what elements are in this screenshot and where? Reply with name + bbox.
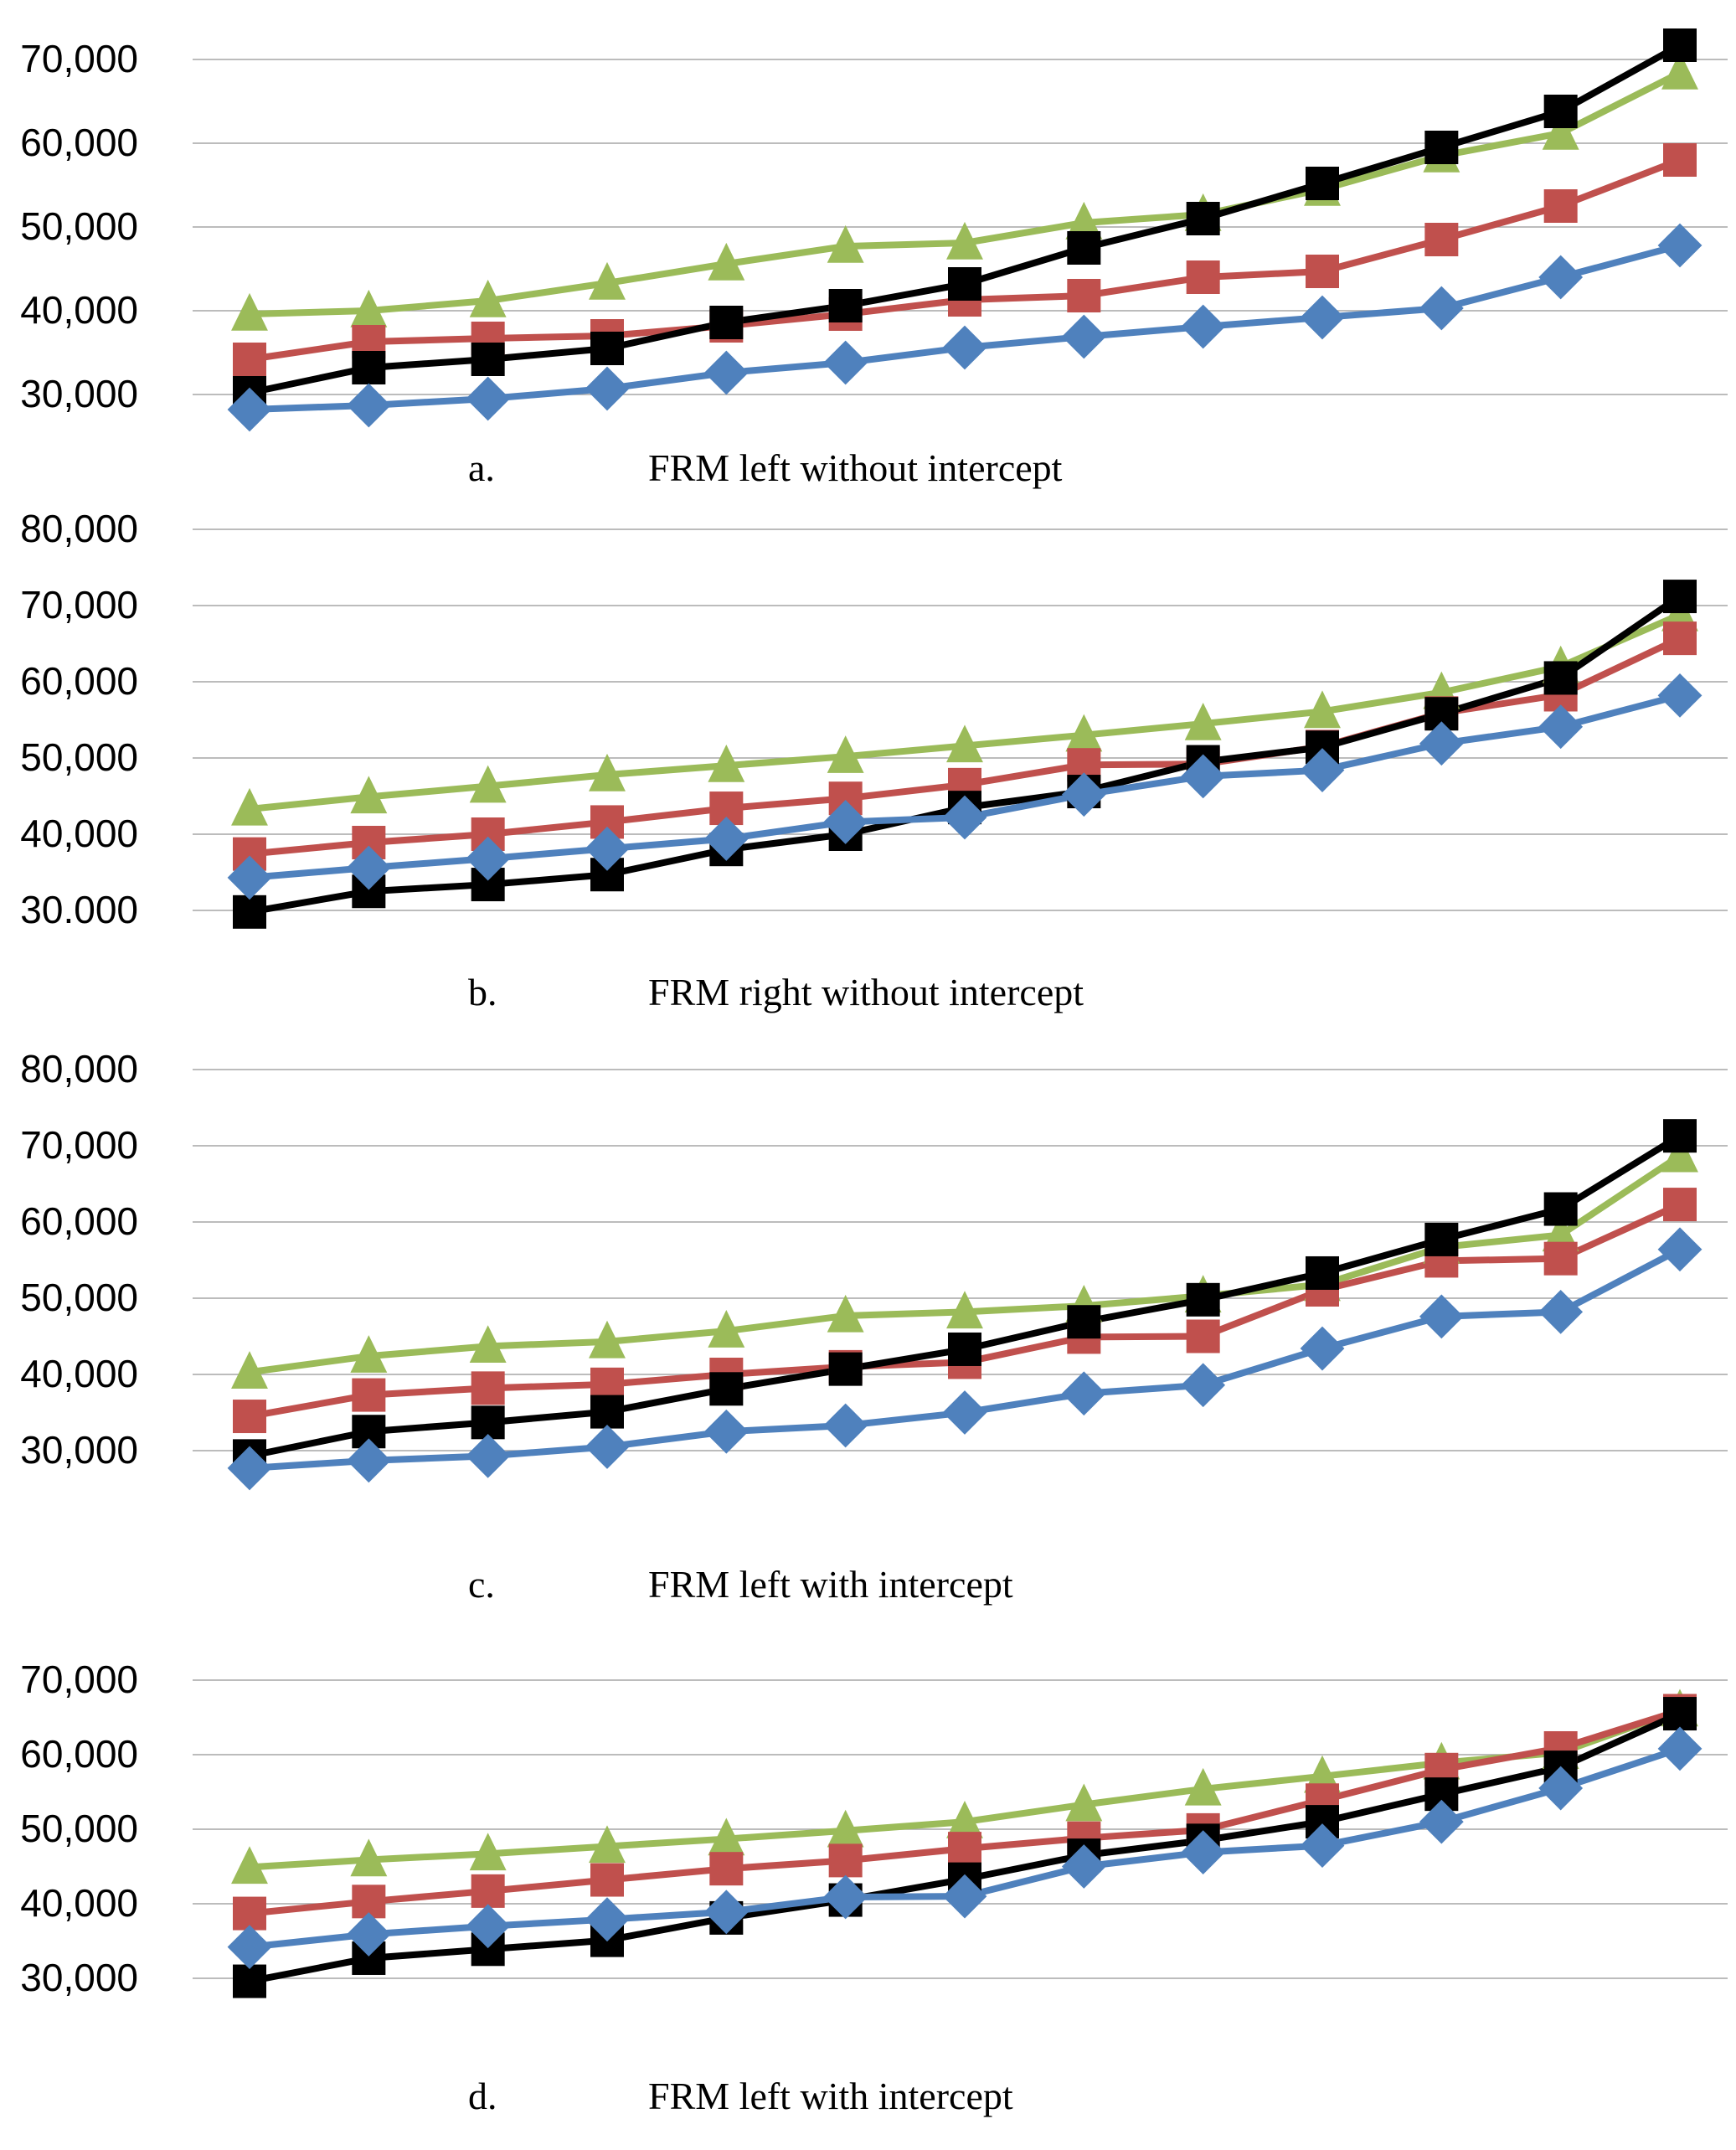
svg-text:70,000: 70,000 — [20, 1658, 138, 1701]
svg-text:40,000: 40,000 — [20, 1881, 138, 1925]
svg-text:30,000: 30,000 — [20, 1956, 138, 1999]
svg-text:50,000: 50,000 — [20, 1807, 138, 1850]
svg-text:60,000: 60,000 — [20, 1732, 138, 1776]
